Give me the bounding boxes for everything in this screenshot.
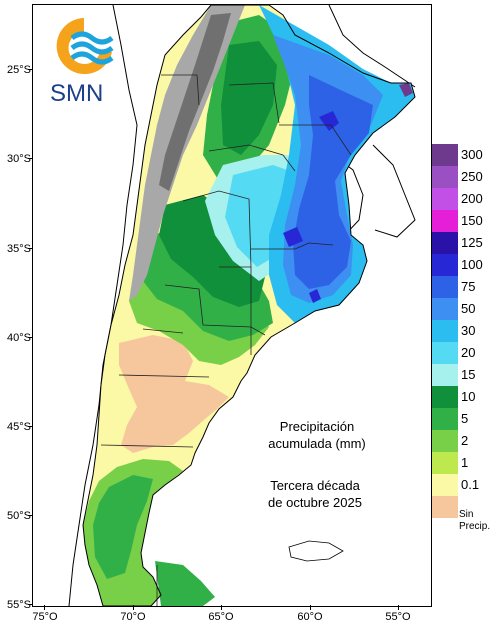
- legend-label-100: 100: [461, 257, 483, 272]
- legend-swatch-15: [432, 364, 458, 386]
- lon-label: 70°O: [120, 611, 146, 623]
- legend-swatch-5: [432, 408, 458, 430]
- legend-swatch-150: [432, 210, 458, 232]
- smn-logo-mark: [56, 18, 114, 74]
- map-period-line1: Tercera década: [270, 478, 360, 493]
- map-period-line2: de octubre 2025: [268, 495, 362, 510]
- legend-label-15: 15: [461, 367, 476, 382]
- lat-label: 35°S: [7, 243, 31, 255]
- map-title: Precipitación acumulada (mm): [242, 418, 392, 452]
- legend-swatch-0.1: [432, 474, 458, 496]
- legend-swatch-2: [432, 430, 458, 452]
- smn-logo-text: SMN: [50, 80, 104, 107]
- legend-label-200: 200: [461, 191, 483, 206]
- legend-label-125: 125: [461, 235, 483, 250]
- lon-tick: [221, 605, 222, 610]
- zone-100-a: [319, 111, 339, 131]
- lat-label: 50°S: [7, 510, 31, 522]
- legend-swatch-300: [432, 144, 458, 166]
- lat-tick: [28, 426, 33, 427]
- legend-label-1: 1: [461, 455, 469, 470]
- legend-label-250: 250: [461, 169, 483, 184]
- legend-swatch-30: [432, 320, 458, 342]
- zone-75: [293, 75, 373, 289]
- lon-label: 55°O: [385, 611, 411, 623]
- legend-swatch-250: [432, 166, 458, 188]
- lat-tick: [28, 158, 33, 159]
- map-title-line2: acumulada (mm): [268, 436, 366, 451]
- zone-sin-precip: [119, 335, 229, 453]
- legend-swatch-20: [432, 342, 458, 364]
- lat-label: 55°S: [7, 599, 31, 611]
- legend-swatch-nodata: [432, 496, 458, 518]
- legend-label-20: 20: [461, 345, 476, 360]
- map-frame: [32, 4, 432, 607]
- legend-label-150: 150: [461, 213, 483, 228]
- lon-label: 65°O: [208, 611, 234, 623]
- legend-label-5: 5: [461, 411, 469, 426]
- lat-label: 25°S: [7, 64, 31, 76]
- lon-label: 60°O: [297, 611, 323, 623]
- legend-swatch-75: [432, 276, 458, 298]
- legend-label-30: 30: [461, 323, 476, 338]
- legend-label-300: 300: [461, 147, 483, 162]
- lat-tick: [28, 248, 33, 249]
- lat-label: 40°S: [7, 332, 31, 344]
- lon-tick: [310, 605, 311, 610]
- legend-swatch-200: [432, 188, 458, 210]
- lon-tick: [133, 605, 134, 610]
- legend-swatch-50: [432, 298, 458, 320]
- zone-100-c: [309, 289, 321, 303]
- zone-tierra-fuego: [155, 561, 215, 606]
- andes-mountains: [129, 5, 245, 301]
- lon-tick: [44, 605, 45, 610]
- argentina-outline: [82, 5, 416, 606]
- andes-dark: [159, 13, 231, 191]
- legend-label-0.1: 0.1: [461, 477, 480, 492]
- legend-label-50: 50: [461, 301, 476, 316]
- lat-tick: [28, 337, 33, 338]
- map-period: Tercera década de octubre 2025: [240, 477, 390, 511]
- precipitation-legend: [432, 144, 458, 496]
- legend-label-75: 75: [461, 279, 476, 294]
- argentina-territory: [83, 5, 415, 606]
- legend-swatch-100: [432, 254, 458, 276]
- zone-nw-dkgreen: [221, 41, 277, 155]
- lat-tick: [28, 515, 33, 516]
- precipitation-map: [68, 5, 416, 606]
- lat-tick: [28, 604, 33, 605]
- legend-swatch-125: [432, 232, 458, 254]
- legend-label-nodata: Sin Precip.: [459, 509, 497, 533]
- malvinas-islands: [288, 540, 344, 562]
- legend-nodata-line1: Sin: [459, 509, 474, 520]
- lat-tick: [28, 69, 33, 70]
- map-title-line1: Precipitación: [279, 419, 355, 434]
- legend-label-10: 10: [461, 389, 476, 404]
- lat-label: 45°S: [7, 421, 31, 433]
- lon-tick: [398, 605, 399, 610]
- smn-logo-icon: [48, 12, 120, 107]
- lat-label: 30°S: [7, 153, 31, 165]
- legend-swatch-1: [432, 452, 458, 474]
- zone-300: [399, 83, 413, 97]
- legend-label-2: 2: [461, 433, 469, 448]
- lon-label: 75°O: [32, 611, 58, 623]
- zone-100-b: [283, 227, 303, 247]
- legend-nodata-line2: Precip.: [459, 521, 491, 532]
- legend-swatch-10: [432, 386, 458, 408]
- zone-south-dkgreen: [93, 475, 153, 579]
